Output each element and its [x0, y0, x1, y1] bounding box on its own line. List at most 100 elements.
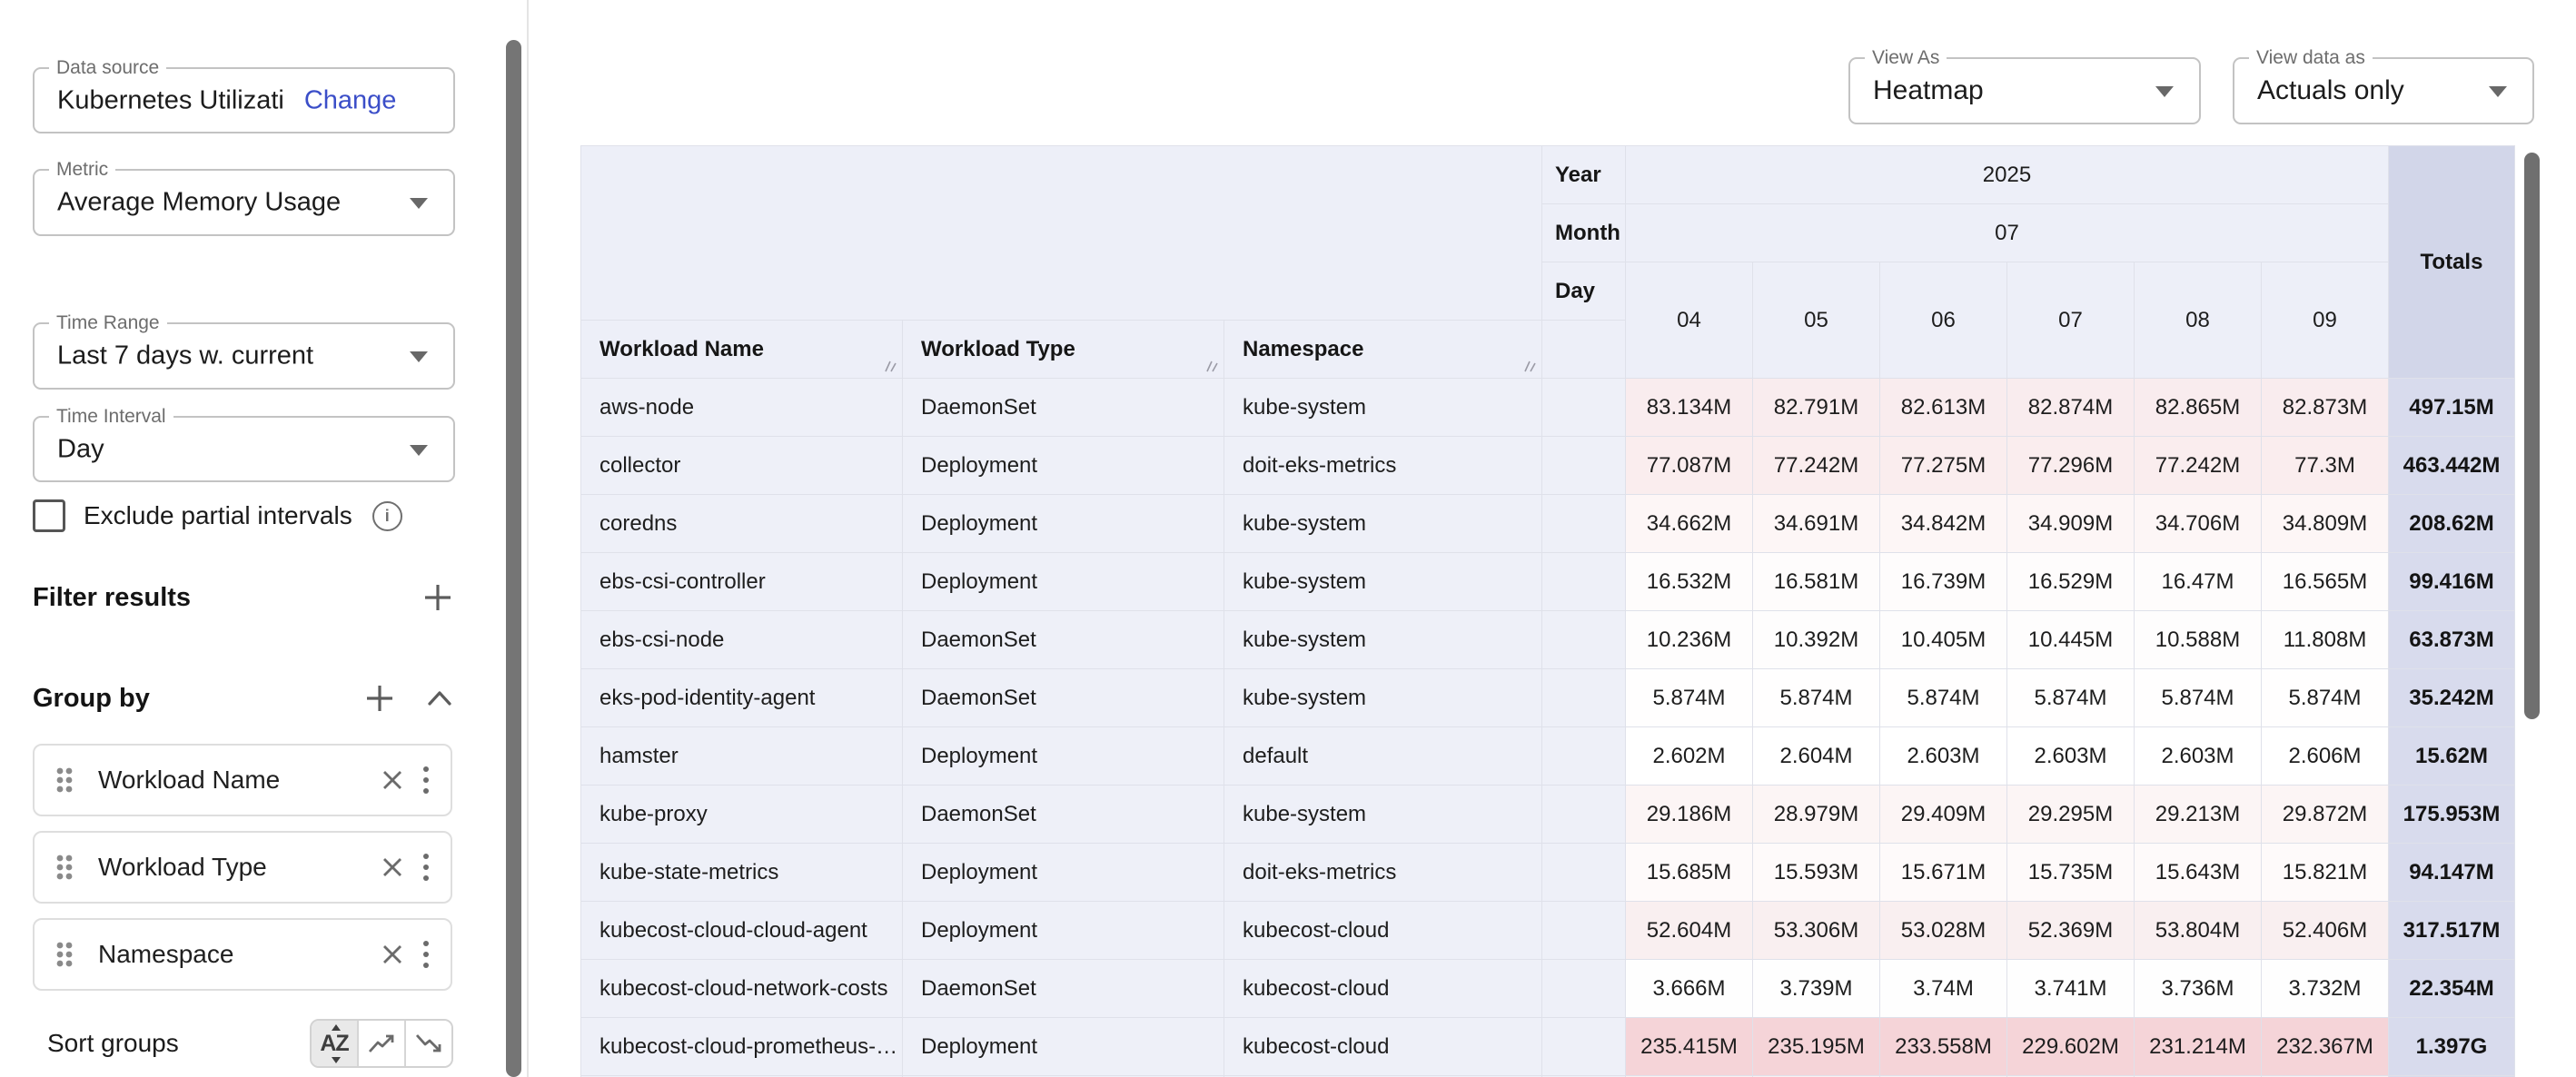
sort-alphabetical-button[interactable]: AZ: [312, 1021, 357, 1066]
view-as-select[interactable]: View As Heatmap: [1848, 46, 2201, 124]
cell-total: 317.517M: [2388, 901, 2515, 960]
group-options-button[interactable]: [421, 764, 431, 796]
table-row: aws-node DaemonSet kube-system 83.134M 8…: [580, 378, 2515, 437]
cell-value: 34.909M: [2006, 494, 2135, 553]
time-range-value: Last 7 days w. current: [57, 341, 314, 371]
day-column-08: 08: [2134, 262, 2262, 379]
metric-select[interactable]: Metric Average Memory Usage: [33, 158, 455, 236]
group-by-section: Group by: [33, 678, 455, 718]
cell-value: 10.405M: [1879, 610, 2007, 669]
resize-handle-icon[interactable]: [1521, 359, 1536, 373]
table-row: ebs-csi-controller Deployment kube-syste…: [580, 552, 2515, 611]
cell-value: 82.865M: [2134, 378, 2262, 437]
column-header-workload-type[interactable]: Workload Type: [902, 320, 1224, 379]
cell-total: 99.416M: [2388, 552, 2515, 611]
drag-handle-icon[interactable]: [54, 939, 74, 970]
cell-value: 52.406M: [2261, 901, 2389, 960]
month-header-row: Month 07: [581, 203, 2515, 262]
resize-handle-icon[interactable]: [1204, 359, 1218, 373]
group-by-chip-namespace[interactable]: Namespace: [33, 918, 452, 991]
cell-total: 63.873M: [2388, 610, 2515, 669]
sort-groups-label: Sort groups: [47, 1029, 179, 1057]
metric-label: Metric: [49, 158, 116, 182]
header-spacer-cell: [1541, 320, 1626, 379]
table-scrollbar[interactable]: [2524, 153, 2540, 719]
cell-total: 208.62M: [2388, 494, 2515, 553]
cell-namespace: kube-system: [1224, 552, 1542, 611]
table-row: kube-state-metrics Deployment doit-eks-m…: [580, 843, 2515, 902]
group-by-chip-workload-name[interactable]: Workload Name: [33, 744, 452, 816]
cell-value: 77.242M: [2134, 436, 2262, 495]
cell-value: 16.581M: [1752, 552, 1880, 611]
change-data-source-link[interactable]: Change: [303, 85, 397, 114]
cell-value: 34.662M: [1625, 494, 1753, 553]
sort-ascending-button[interactable]: [357, 1021, 404, 1066]
cell-total: 94.147M: [2388, 843, 2515, 902]
group-options-button[interactable]: [421, 851, 431, 884]
table-row: collector Deployment doit-eks-metrics 77…: [580, 436, 2515, 495]
add-group-button[interactable]: [362, 681, 397, 716]
column-header-row: Workload Name Workload Type Namespace: [580, 320, 2515, 379]
drag-handle-icon[interactable]: [54, 852, 74, 883]
cell-workload-type: DaemonSet: [902, 378, 1224, 437]
cell-workload-type: DaemonSet: [902, 785, 1224, 844]
column-header-namespace[interactable]: Namespace: [1224, 320, 1542, 379]
cell-workload-name: ebs-csi-controller: [580, 552, 903, 611]
column-header-workload-name[interactable]: Workload Name: [580, 320, 903, 379]
cell-value: 5.874M: [2006, 668, 2135, 727]
cell-namespace: doit-eks-metrics: [1224, 843, 1542, 902]
cell-value: 232.367M: [2261, 1017, 2389, 1076]
cell-value: 77.296M: [2006, 436, 2135, 495]
cell-workload-name: kube-proxy: [580, 785, 903, 844]
time-range-select[interactable]: Time Range Last 7 days w. current: [33, 311, 455, 390]
exclude-partial-intervals-checkbox[interactable]: [33, 499, 65, 532]
cell-workload-name: kubecost-cloud-cloud-agent: [580, 901, 903, 960]
cell-spacer: [1541, 378, 1626, 437]
cell-value: 82.873M: [2261, 378, 2389, 437]
resize-handle-icon[interactable]: [882, 359, 897, 373]
year-value: 2025: [1625, 145, 2389, 204]
add-filter-button[interactable]: [421, 580, 455, 615]
trending-up-icon: [368, 1034, 394, 1052]
cell-value: 29.186M: [1625, 785, 1753, 844]
cell-value: 5.874M: [1879, 668, 2007, 727]
cell-namespace: kubecost-cloud: [1224, 901, 1542, 960]
day-column-09: 09: [2261, 262, 2389, 379]
group-options-button[interactable]: [421, 938, 431, 971]
close-icon: [383, 771, 401, 789]
cell-value: 52.604M: [1625, 901, 1753, 960]
cell-total: 1.397G: [2388, 1017, 2515, 1076]
cell-workload-type: DaemonSet: [902, 610, 1224, 669]
cell-spacer: [1541, 1017, 1626, 1076]
sort-descending-button[interactable]: [404, 1021, 451, 1066]
cell-namespace: kube-system: [1224, 494, 1542, 553]
cell-value: 16.739M: [1879, 552, 2007, 611]
collapse-group-by-button[interactable]: [424, 687, 455, 710]
view-data-as-select[interactable]: View data as Actuals only: [2233, 46, 2534, 124]
cell-value: 3.741M: [2006, 959, 2135, 1018]
cell-value: 52.369M: [2006, 901, 2135, 960]
cell-value: 2.606M: [2261, 726, 2389, 786]
cell-value: 15.735M: [2006, 843, 2135, 902]
cell-value: 53.804M: [2134, 901, 2262, 960]
cell-namespace: kubecost-cloud: [1224, 959, 1542, 1018]
info-icon[interactable]: i: [372, 500, 402, 531]
cell-value: 77.275M: [1879, 436, 2007, 495]
remove-group-button[interactable]: [380, 942, 405, 967]
cell-workload-name: eks-pod-identity-agent: [580, 668, 903, 727]
sort-groups-control: AZ: [310, 1019, 453, 1068]
sidebar-scrollbar[interactable]: [506, 40, 521, 1077]
remove-group-button[interactable]: [380, 855, 405, 880]
group-by-chip-workload-type[interactable]: Workload Type: [33, 831, 452, 904]
cell-spacer: [1541, 436, 1626, 495]
sort-groups-row: Sort groups AZ: [47, 1019, 453, 1068]
data-source-field[interactable]: Data source Kubernetes Utilizati Change: [33, 56, 455, 133]
time-interval-value: Day: [57, 434, 104, 463]
cell-value: 10.445M: [2006, 610, 2135, 669]
drag-handle-icon[interactable]: [54, 765, 74, 795]
day-column-04: 04: [1625, 262, 1753, 379]
cell-value: 83.134M: [1625, 378, 1753, 437]
remove-group-button[interactable]: [380, 767, 405, 793]
time-interval-select[interactable]: Time Interval Day: [33, 405, 455, 482]
cell-spacer: [1541, 494, 1626, 553]
